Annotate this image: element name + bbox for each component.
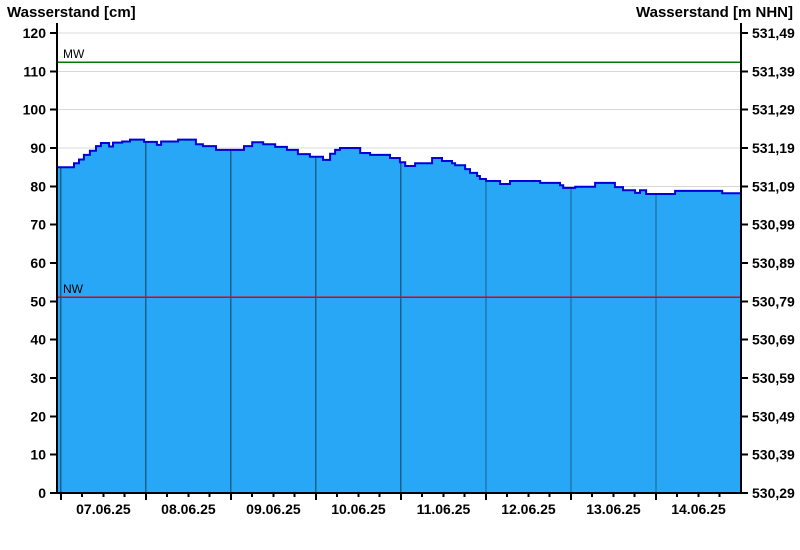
left-axis-title: Wasserstand [cm] [7,4,136,21]
left-axis-tick-label: 40 [30,332,46,348]
water-level-line [57,138,741,195]
left-axis-tick-label: 80 [30,178,46,194]
date-label: 11.06.25 [417,501,471,517]
left-axis-tick-label: 0 [38,485,46,501]
left-axis-tick-label: 30 [30,370,46,386]
left-axis-tick-label: 100 [23,102,47,118]
right-axis-tick-label: 531,09 [752,178,795,194]
left-axis-tick-label: 20 [30,408,46,424]
right-axis-tick-label: 530,69 [752,332,795,348]
right-axis-tick-label: 530,29 [752,485,795,501]
date-label: 13.06.25 [586,501,641,517]
right-axis-tick-label: 530,99 [752,217,795,233]
right-axis-tick-label: 530,79 [752,293,795,309]
date-label: 09.06.25 [246,501,301,517]
right-axis-tick-label: 531,49 [752,25,795,41]
mw-reference-label: MW [63,47,85,61]
left-axis-tick-label: 50 [30,293,46,309]
right-axis-tick-label: 531,29 [752,102,795,118]
left-axis-tick-label: 90 [30,140,46,156]
day-gridlines-on-fill [60,139,657,493]
nw-reference-label: NW [63,282,84,296]
date-label: 07.06.25 [76,501,131,517]
right-axis-title: Wasserstand [m NHN] [636,4,793,21]
date-label: 14.06.25 [671,501,726,517]
left-axis-tick-label: 70 [30,217,46,233]
left-axis-tick-label: 60 [30,255,46,271]
date-label: 10.06.25 [331,501,386,517]
left-axis-tick-label: 110 [23,63,46,79]
water-level-area [57,139,741,493]
right-axis-tick-label: 531,19 [752,140,795,156]
right-axis-tick-label: 530,89 [752,255,795,271]
left-axis-tick-label: 10 [30,447,46,463]
date-label: 08.06.25 [161,501,216,517]
right-axis-tick-label: 530,59 [752,370,795,386]
right-axis-tick-label: 530,49 [752,408,795,424]
right-axis-tick-label: 531,39 [752,63,795,79]
right-axis-tick-label: 530,39 [752,447,795,463]
left-axis-tick-label: 120 [23,25,47,41]
date-label: 12.06.25 [501,501,556,517]
